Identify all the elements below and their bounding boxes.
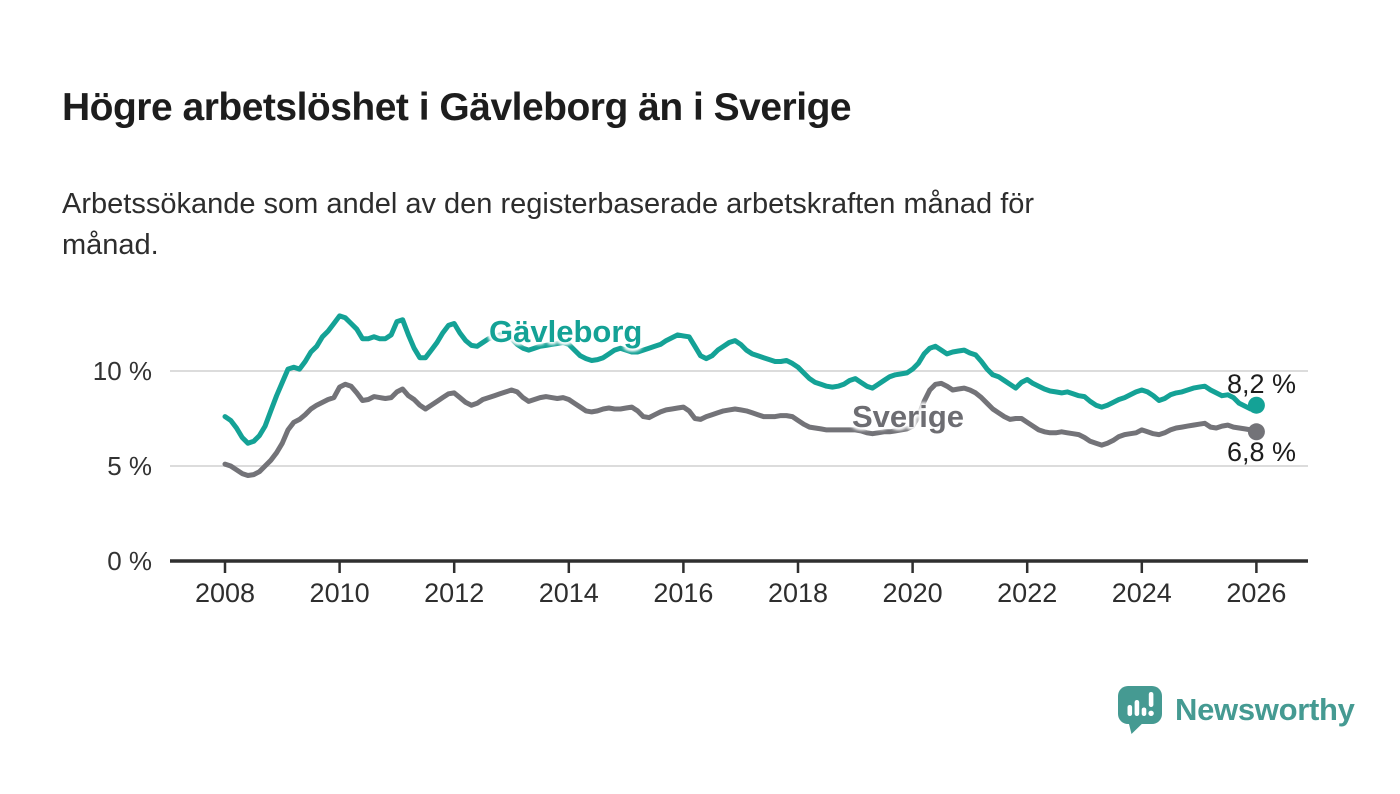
- series-label-gavleborg: Gävleborg: [489, 314, 643, 349]
- x-tick-label-2012: 2012: [424, 578, 484, 608]
- x-tick-label-2008: 2008: [195, 578, 255, 608]
- series-label-sverige: Sverige: [852, 399, 965, 434]
- subtitle-line-1: Arbetssökande som andel av den registerb…: [62, 188, 1035, 220]
- x-tick-label-2018: 2018: [768, 578, 828, 608]
- chart-subtitle: Arbetssökande som andel av den registerb…: [62, 184, 1322, 266]
- x-tick-label-2020: 2020: [883, 578, 943, 608]
- x-tick-label-2014: 2014: [539, 578, 599, 608]
- y-tick-label-5: 5 %: [107, 451, 152, 481]
- newsworthy-brand: Newsworthy: [1116, 685, 1355, 735]
- x-tick-label-2022: 2022: [997, 578, 1057, 608]
- y-tick-label-0: 0 %: [107, 546, 152, 576]
- end-value-label-sverige: 6,8 %: [1227, 437, 1297, 467]
- end-dot-sverige: [1247, 423, 1265, 441]
- x-tick-label-2024: 2024: [1112, 578, 1172, 608]
- x-tick-label-2016: 2016: [653, 578, 713, 608]
- y-tick-label-10: 10 %: [93, 356, 152, 386]
- x-tick-label-2026: 2026: [1226, 578, 1286, 608]
- newsworthy-wordmark: Newsworthy: [1175, 692, 1355, 727]
- end-dot-gävleborg: [1247, 396, 1265, 414]
- end-value-label-gavleborg: 8,2 %: [1227, 369, 1297, 399]
- x-tick-label-2010: 2010: [310, 578, 370, 608]
- line-gävleborg: [222, 313, 1259, 446]
- line-sverige: [222, 380, 1259, 478]
- subtitle-line-2: månad.: [62, 229, 159, 261]
- page-title: Högre arbetslöshet i Gävleborg än i Sver…: [62, 86, 852, 130]
- newsworthy-logo-icon: [1118, 686, 1162, 734]
